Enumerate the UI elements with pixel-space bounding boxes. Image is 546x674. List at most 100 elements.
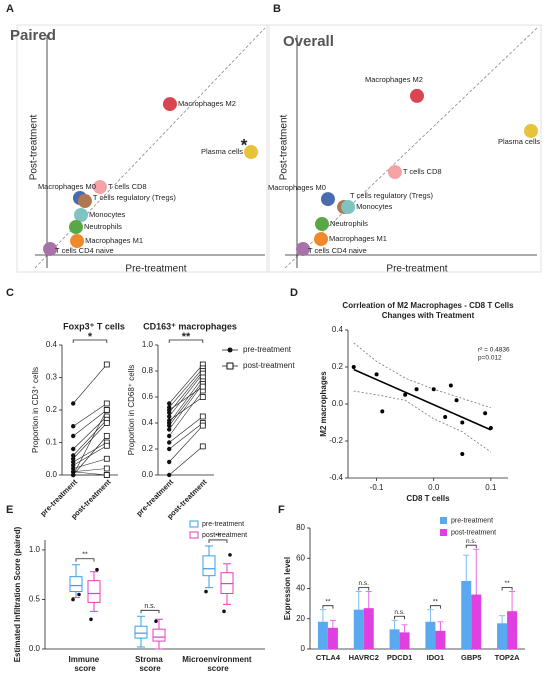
- point: [483, 411, 488, 416]
- post-marker: [199, 443, 206, 450]
- whisker: [223, 593, 231, 605]
- x-tick-label: -0.1: [370, 483, 384, 492]
- error-bar: [319, 609, 326, 634]
- post-marker: [199, 413, 206, 420]
- point-label: T cells CD8: [108, 182, 147, 191]
- y-tick-label: 0.2: [142, 444, 154, 453]
- x-tick-label: CTLA4: [316, 653, 341, 662]
- y-axis-label: Estimated Infiltration Score (paired): [13, 526, 22, 662]
- point-label: Plasma cells: [201, 147, 243, 156]
- point: [162, 97, 177, 112]
- pre-marker: [167, 401, 172, 406]
- outlier: [89, 617, 93, 622]
- whisker: [155, 618, 163, 630]
- point: [68, 220, 83, 235]
- outlier: [204, 589, 208, 594]
- panel-letter: A: [6, 3, 14, 15]
- pair-line: [169, 396, 203, 421]
- point-label: Plasma cells: [498, 137, 540, 146]
- bar: [497, 623, 508, 649]
- x-tick-label: 0.1: [485, 483, 497, 492]
- y-tick-label: 0.3: [46, 373, 58, 382]
- point: [351, 365, 356, 369]
- significance-bracket: [430, 605, 441, 609]
- pre-marker: [71, 456, 76, 461]
- panel-letter: E: [6, 504, 13, 516]
- chart-title: Changes with Treatment: [382, 311, 475, 320]
- pair-line: [73, 403, 107, 427]
- legend-marker: [227, 347, 233, 353]
- point: [414, 387, 419, 392]
- point-label: Macrophages M2: [178, 99, 236, 108]
- point-label: T cells regulatory (Tregs): [350, 191, 433, 200]
- y-tick-label: -0.2: [329, 436, 343, 445]
- pre-marker: [167, 427, 172, 432]
- post-marker: [103, 400, 110, 407]
- significance-bracket: [394, 615, 405, 620]
- significance-bracket: [322, 605, 334, 609]
- pre-marker: [167, 440, 172, 445]
- point-label: Monocytes: [89, 210, 126, 219]
- pair-line: [72, 364, 108, 404]
- point-label: Macrophages M1: [85, 236, 143, 245]
- regression-line: [353, 368, 492, 431]
- significance-bracket: [75, 558, 95, 562]
- y-axis-label: M2 macrophages: [319, 371, 328, 437]
- error-bar: [499, 615, 506, 631]
- post-marker: [199, 422, 206, 429]
- x-axis-label: Pre-treatment: [125, 264, 186, 275]
- bar: [353, 609, 364, 649]
- point-label: T cells CD8: [403, 167, 442, 176]
- box: [134, 625, 148, 639]
- pair-line: [168, 425, 204, 463]
- point-label: T cells CD4 naive: [55, 246, 114, 255]
- point: [431, 387, 436, 392]
- point: [74, 208, 89, 223]
- point: [443, 414, 448, 419]
- y-tick-label: 0.6: [142, 392, 154, 401]
- legend-swatch: [189, 531, 199, 539]
- pair-line: [73, 442, 107, 463]
- panel-letter: D: [290, 287, 298, 299]
- confidence-band: [353, 342, 491, 409]
- annotation: r² = 0.4836: [478, 347, 510, 354]
- pre-marker: [71, 469, 76, 474]
- point: [341, 200, 356, 215]
- panel-letter: C: [6, 287, 14, 299]
- pair-line: [73, 409, 107, 437]
- post-marker: [103, 455, 110, 462]
- whisker: [223, 563, 231, 573]
- panel-title: Paired: [10, 27, 56, 44]
- post-marker: [103, 361, 110, 368]
- y-tick-label: 0.0: [46, 470, 58, 479]
- pair-line: [72, 416, 108, 450]
- y-tick-label: 1.0: [142, 340, 154, 349]
- whisker: [137, 638, 145, 648]
- outlier: [222, 609, 226, 614]
- pre-marker: [167, 433, 172, 439]
- point: [92, 180, 107, 195]
- point-label: Neutrophils: [84, 222, 122, 231]
- pair-line: [168, 373, 204, 417]
- bar: [461, 580, 472, 649]
- error-bar: [391, 619, 398, 639]
- post-marker: [103, 420, 110, 426]
- whisker: [155, 641, 163, 650]
- pre-marker: [71, 453, 76, 458]
- significance-label: n.s.: [394, 609, 405, 616]
- pair-line: [168, 370, 204, 413]
- significance-label: **: [433, 598, 439, 605]
- panel-letter: B: [273, 3, 281, 15]
- x-tick-label: Stroma score: [135, 655, 165, 673]
- legend-label: pre-treatment: [451, 517, 493, 524]
- y-tick-label: 0.0: [332, 399, 344, 408]
- chart-title: Corrleation of M2 Macrophages - CD8 T Ce…: [342, 301, 514, 310]
- point: [448, 383, 453, 388]
- pre-marker: [167, 472, 172, 478]
- box: [69, 576, 83, 593]
- bar: [327, 627, 338, 649]
- whisker: [72, 564, 80, 577]
- y-tick-label: 0: [301, 644, 306, 653]
- significance-bracket: [208, 539, 228, 543]
- post-marker: [103, 465, 110, 472]
